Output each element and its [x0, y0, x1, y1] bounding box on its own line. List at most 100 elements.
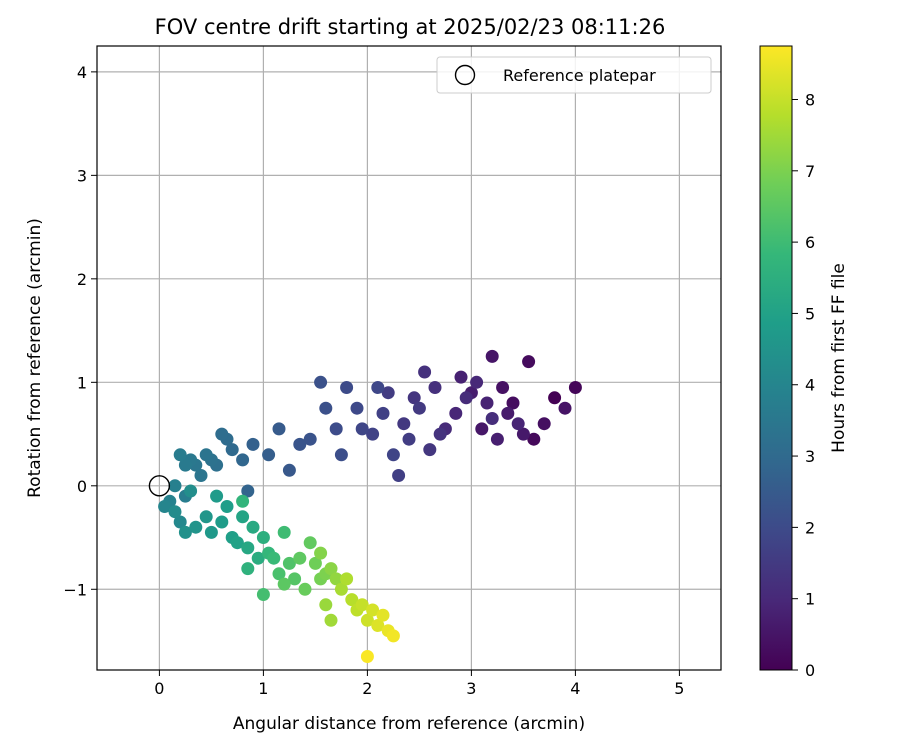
colorbar-tick-label: 7 — [805, 162, 815, 181]
y-axis-label: Rotation from reference (arcmin) — [25, 218, 45, 498]
data-point — [324, 562, 338, 576]
colorbar-tick-label: 6 — [805, 233, 815, 252]
x-tick-label: 5 — [674, 679, 684, 698]
data-point — [246, 520, 260, 534]
data-point — [225, 443, 239, 457]
colorbar-tick-label: 4 — [805, 376, 815, 395]
data-point — [496, 381, 510, 394]
data-point — [277, 577, 291, 591]
y-tick-label: 3 — [77, 166, 87, 185]
data-point — [199, 448, 213, 462]
data-point — [324, 613, 338, 627]
chart-title: FOV centre drift starting at 2025/02/23 … — [155, 15, 666, 39]
data-point — [241, 484, 255, 498]
data-point — [241, 541, 255, 555]
reference-platepar-marker — [148, 475, 171, 497]
data-point — [350, 401, 364, 415]
data-point — [277, 525, 291, 539]
data-point — [407, 391, 421, 405]
data-point — [334, 582, 348, 596]
data-point — [189, 520, 203, 534]
data-point — [355, 422, 369, 436]
data-point — [371, 381, 385, 394]
data-point — [288, 572, 302, 586]
x-tick-label: 0 — [154, 679, 164, 698]
data-point — [230, 536, 244, 550]
grid — [97, 46, 721, 670]
data-point — [340, 381, 354, 394]
data-point — [470, 375, 484, 389]
data-point — [173, 448, 187, 462]
data-point — [485, 412, 499, 425]
data-point — [381, 386, 395, 400]
data-point — [293, 551, 307, 565]
data-point — [329, 572, 343, 586]
colorbar-label: Hours from first FF file — [829, 263, 849, 453]
data-point — [355, 598, 369, 612]
data-point — [522, 355, 536, 369]
data-point — [194, 469, 208, 482]
data-point — [548, 391, 562, 405]
y-tick-label: 0 — [77, 477, 87, 496]
legend-entry-label: Reference platepar — [503, 66, 656, 85]
data-point — [262, 448, 276, 462]
data-point — [376, 608, 390, 622]
y-tick-label: 2 — [77, 270, 87, 289]
data-point — [314, 375, 328, 389]
data-point — [371, 619, 385, 632]
data-point — [386, 629, 400, 643]
data-point — [366, 603, 380, 617]
data-point — [345, 593, 359, 607]
reference-marker-layer — [148, 475, 171, 497]
data-point — [459, 391, 473, 405]
data-point — [360, 613, 374, 627]
data-point — [236, 494, 250, 508]
data-point — [428, 381, 442, 394]
data-point — [366, 427, 380, 441]
data-point — [558, 401, 572, 415]
data-point — [178, 525, 192, 539]
data-point — [412, 401, 426, 415]
data-point — [267, 551, 281, 565]
x-tick-label: 3 — [466, 679, 476, 698]
data-point — [308, 556, 322, 570]
data-point — [449, 406, 463, 420]
data-point — [423, 443, 437, 457]
colorbar-tick-label: 5 — [805, 304, 815, 323]
data-point — [392, 469, 406, 482]
colorbar-tick-label: 1 — [805, 590, 815, 609]
data-point — [402, 432, 416, 446]
data-point — [418, 365, 432, 379]
data-point — [210, 489, 224, 503]
data-point — [236, 453, 250, 467]
x-tick-label: 4 — [570, 679, 580, 698]
data-point — [246, 437, 260, 451]
colorbar-ticks: 0 1 2 3 4 5 6 7 8 — [792, 90, 815, 680]
data-point — [184, 484, 198, 498]
colorbar-tick-label: 2 — [805, 518, 815, 537]
data-point — [386, 448, 400, 462]
data-point — [199, 510, 213, 524]
data-point — [340, 572, 354, 586]
data-point — [158, 500, 172, 513]
data-point — [490, 432, 504, 446]
data-point — [298, 582, 312, 596]
data-point — [215, 427, 229, 441]
data-point — [251, 551, 265, 565]
data-points — [158, 349, 582, 663]
data-point — [173, 515, 187, 529]
colorbar — [759, 45, 793, 671]
data-point — [433, 427, 447, 441]
data-point — [485, 349, 499, 363]
data-point — [537, 417, 551, 431]
x-axis-label: Angular distance from reference (arcmin) — [233, 714, 585, 734]
data-point — [215, 515, 229, 529]
data-point — [314, 546, 328, 560]
data-point — [236, 510, 250, 524]
y-tick-label: −1 — [63, 580, 87, 599]
x-tick-label: 1 — [258, 679, 268, 698]
data-point — [319, 598, 333, 612]
data-point — [360, 650, 374, 663]
